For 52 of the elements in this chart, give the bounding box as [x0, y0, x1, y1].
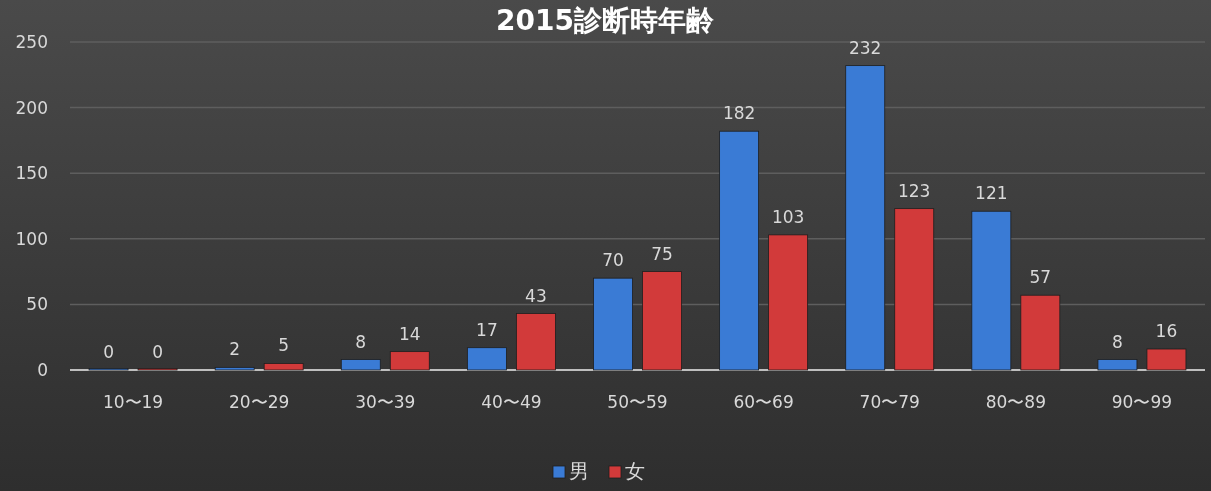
legend-label: 女 — [625, 459, 645, 483]
x-tick-label: 60〜69 — [733, 392, 794, 412]
data-label: 5 — [278, 335, 290, 356]
bar — [263, 363, 304, 371]
data-label: 103 — [771, 206, 805, 227]
data-label: 8 — [355, 331, 367, 352]
data-label: 0 — [152, 342, 163, 362]
data-label: 70 — [602, 250, 624, 271]
y-tick-label: 200 — [15, 97, 48, 118]
x-tick-label: 40〜49 — [481, 392, 542, 412]
bar — [466, 347, 507, 371]
y-tick-label: 150 — [15, 163, 48, 184]
data-label: 17 — [476, 319, 498, 340]
bar — [515, 313, 556, 371]
data-label: 123 — [898, 180, 931, 201]
y-tick-label: 0 — [37, 360, 48, 380]
bar — [214, 366, 255, 371]
data-label: 57 — [1029, 267, 1052, 288]
x-tick-label: 90〜99 — [1111, 392, 1173, 412]
bar — [389, 351, 430, 371]
bar — [593, 277, 633, 371]
bar — [971, 210, 1012, 371]
x-tick-label: 10〜19 — [102, 392, 164, 412]
data-label: 2 — [229, 339, 241, 360]
data-label: 43 — [525, 285, 547, 306]
bar — [894, 208, 935, 371]
y-tick-label: 250 — [15, 32, 48, 52]
data-label: 14 — [398, 323, 421, 344]
data-label: 232 — [849, 37, 882, 58]
data-label: 8 — [1112, 331, 1123, 352]
bar — [845, 65, 886, 371]
x-tick-label: 30〜39 — [355, 392, 416, 412]
x-tick-label: 20〜29 — [229, 392, 290, 412]
y-tick-label: 50 — [26, 294, 48, 315]
bar — [768, 234, 809, 371]
data-label: 182 — [722, 103, 756, 124]
chart-title: 2015診断時年齢 — [496, 4, 714, 37]
bar — [1097, 359, 1138, 371]
x-tick-label: 50〜59 — [607, 392, 668, 412]
bar — [1020, 294, 1061, 371]
bar — [1146, 348, 1187, 371]
y-tick-label: 100 — [15, 228, 48, 249]
data-label: 0 — [103, 342, 114, 362]
bar — [340, 359, 381, 371]
legend-label: 男 — [569, 459, 589, 483]
bar — [719, 130, 760, 371]
x-tick-label: 70〜79 — [859, 392, 920, 412]
data-label: 16 — [1155, 321, 1178, 342]
bar — [642, 271, 682, 371]
data-label: 75 — [651, 243, 673, 264]
x-tick-label: 80〜89 — [985, 392, 1046, 412]
data-label: 121 — [975, 183, 1008, 204]
